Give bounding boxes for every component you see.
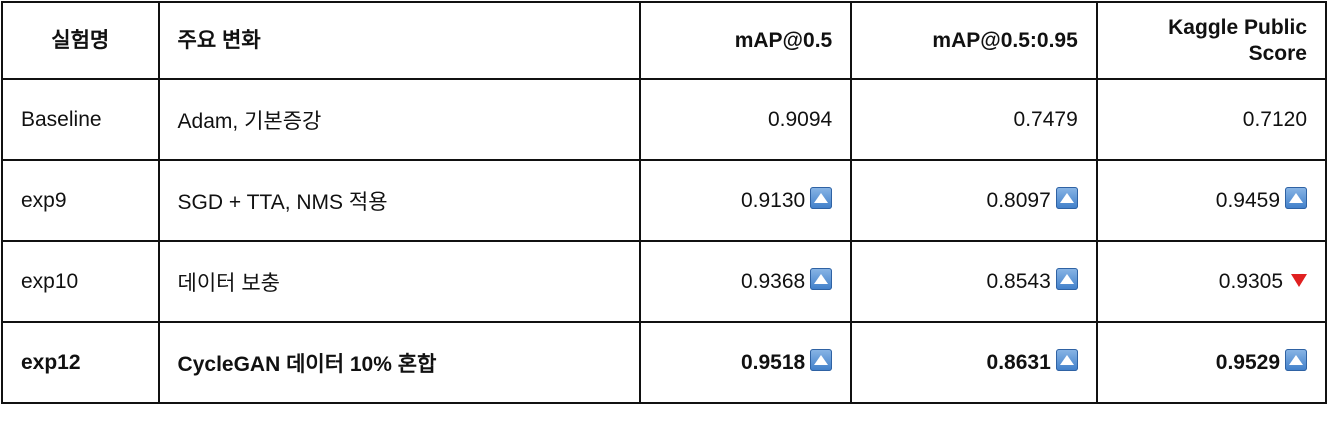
header-experiment-name: 실험명 [1,1,160,80]
map50-value: 0.9094 [767,107,833,131]
map50-95-value: 0.8543 [986,269,1051,293]
cell-experiment-name: exp12 [1,321,160,404]
header-main-change: 주요 변화 [157,1,642,80]
cell-map50: 0.9130 [639,159,853,242]
results-table: 실험명 주요 변화 mAP@0.5 mAP@0.5:0.95 Kaggle Pu… [1,1,1328,404]
cell-map50-95: 0.8543 [850,240,1098,323]
up-arrow-icon [1285,186,1307,209]
up-arrow-icon [810,186,833,209]
up-arrow-icon [1285,348,1307,371]
down-arrow-icon [1291,272,1307,288]
header-map50: mAP@0.5 [639,1,853,80]
up-arrow-icon [810,348,833,371]
table-row: Baseline Adam, 기본증강 0.9094 0.7479 0.7120 [1,78,1328,161]
table-row: exp12 CycleGAN 데이터 10% 혼합 0.9518 0.8631 … [1,321,1328,404]
header-kaggle-score: Kaggle Public Score [1095,1,1328,80]
kaggle-score-value: 0.9305 [1218,269,1283,293]
map50-value: 0.9368 [740,269,806,293]
cell-main-change: CycleGAN 데이터 10% 혼합 [157,321,642,404]
map50-95-value: 0.7479 [1013,107,1078,131]
cell-experiment-name: exp10 [1,240,160,323]
table-row: exp9 SGD + TTA, NMS 적용 0.9130 0.8097 0.9… [1,159,1328,242]
kaggle-score-value: 0.9529 [1215,350,1280,374]
up-arrow-icon [1055,186,1078,209]
map50-value: 0.9518 [740,350,806,374]
cell-kaggle-score: 0.9459 [1095,159,1328,242]
up-arrow-icon [810,267,833,290]
cell-kaggle-score: 0.9529 [1095,321,1328,404]
cell-experiment-name: Baseline [1,78,160,161]
kaggle-score-value: 0.9459 [1215,188,1280,212]
kaggle-score-value: 0.7120 [1242,107,1307,131]
cell-map50-95: 0.7479 [850,78,1098,161]
cell-kaggle-score: 0.9305 [1095,240,1328,323]
cell-map50: 0.9094 [639,78,853,161]
up-arrow-icon [1055,348,1078,371]
cell-map50: 0.9518 [639,321,853,404]
cell-main-change: 데이터 보충 [157,240,642,323]
table-row: exp10 데이터 보충 0.9368 0.8543 0.9305 [1,240,1328,323]
up-arrow-icon [1055,267,1078,290]
cell-map50: 0.9368 [639,240,853,323]
cell-map50-95: 0.8097 [850,159,1098,242]
cell-main-change: Adam, 기본증강 [157,78,642,161]
header-map50-95: mAP@0.5:0.95 [850,1,1098,80]
header-row: 실험명 주요 변화 mAP@0.5 mAP@0.5:0.95 Kaggle Pu… [1,1,1328,80]
cell-main-change: SGD + TTA, NMS 적용 [157,159,642,242]
cell-experiment-name: exp9 [1,159,160,242]
cell-map50-95: 0.8631 [850,321,1098,404]
map50-value: 0.9130 [740,188,806,212]
map50-95-value: 0.8631 [986,350,1051,374]
map50-95-value: 0.8097 [986,188,1051,212]
cell-kaggle-score: 0.7120 [1095,78,1328,161]
